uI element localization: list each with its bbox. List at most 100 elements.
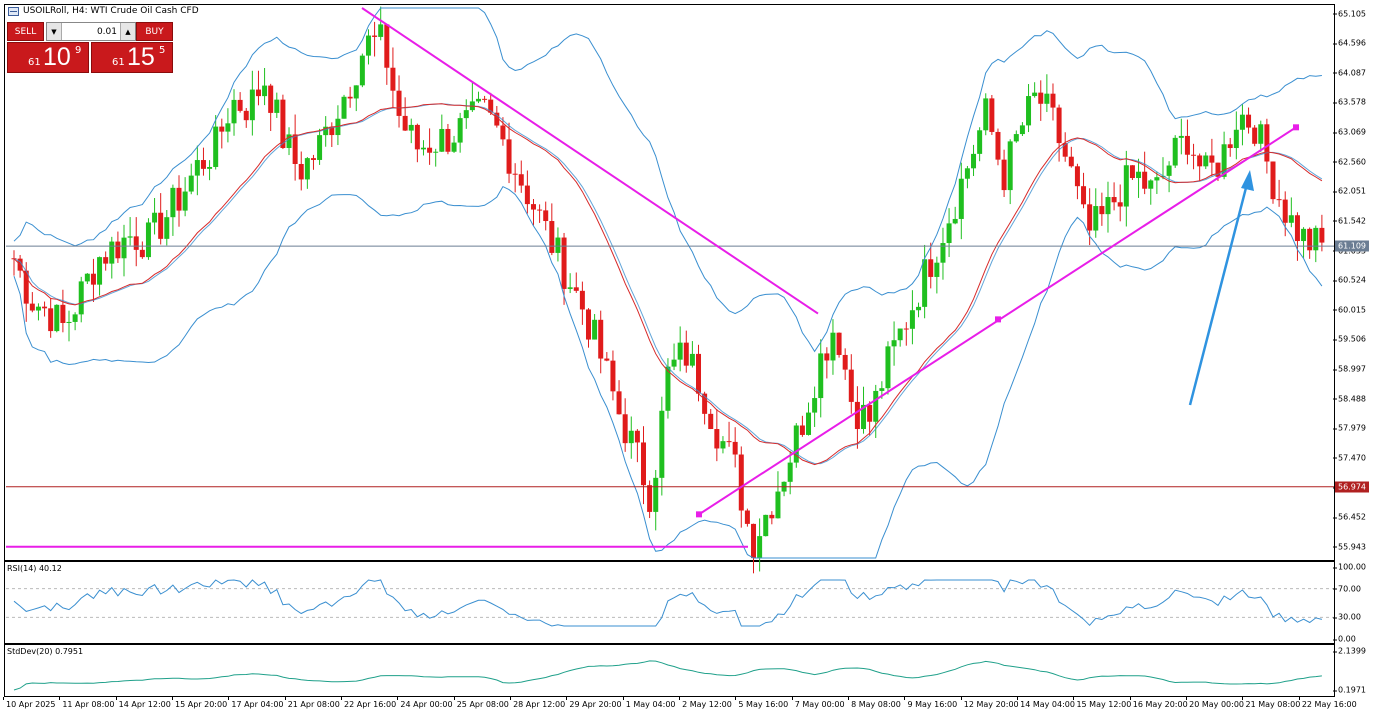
rsi-pane[interactable] <box>4 561 1335 644</box>
candle-body <box>176 187 182 211</box>
price-tick-label: 64.087 <box>1333 68 1366 78</box>
candle-body <box>567 287 573 289</box>
candle-body <box>518 174 524 186</box>
candle-body <box>1032 92 1038 97</box>
candle-body <box>90 273 96 285</box>
candle-body <box>1239 114 1245 130</box>
price-tick-label: 58.488 <box>1333 394 1366 404</box>
candle-body <box>573 287 579 291</box>
chart-window-icon <box>8 6 19 16</box>
candle-body <box>133 236 139 250</box>
candle-body <box>506 139 512 174</box>
candle-body <box>255 89 261 97</box>
candle-body <box>1313 227 1319 251</box>
candle-body <box>952 218 958 224</box>
candle-body <box>286 134 292 148</box>
candle-body <box>1301 228 1307 242</box>
time-tick-label: 8 May 08:00 <box>848 697 901 709</box>
sell-price-prefix: 61 <box>28 57 41 68</box>
candle-body <box>500 125 506 140</box>
candle-body <box>341 96 347 119</box>
price-pane[interactable] <box>4 4 1335 561</box>
moving-average-line <box>13 103 1323 466</box>
time-tick-label: 7 May 00:00 <box>791 697 845 709</box>
candle-body <box>475 98 481 102</box>
candle-body <box>494 112 500 126</box>
candle-body <box>592 319 598 340</box>
sell-price-big: 10 <box>43 43 71 71</box>
lot-dropdown-icon[interactable]: ▼ <box>47 23 62 40</box>
time-tick-label: 5 May 16:00 <box>735 697 789 709</box>
candle-body <box>934 262 940 277</box>
buy-button[interactable]: BUY <box>136 22 173 41</box>
buy-price-box[interactable]: 61 15 5 <box>91 42 173 73</box>
candle-body <box>854 401 860 430</box>
candle-body <box>964 168 970 179</box>
candle-body <box>1044 93 1050 104</box>
candle-body <box>738 454 744 511</box>
candle-body <box>408 124 414 131</box>
candle-body <box>628 430 634 444</box>
candle-body <box>310 158 316 160</box>
candle-body <box>543 210 549 222</box>
candle-body <box>1178 135 1184 138</box>
sell-price-sup: 9 <box>75 45 82 56</box>
lot-size-value[interactable]: 0.01 <box>96 26 117 37</box>
buy-price-sup: 5 <box>159 45 166 56</box>
candle-body <box>60 304 66 323</box>
candle-body <box>720 441 726 449</box>
candle-body <box>806 412 812 435</box>
rsi-line <box>13 579 1323 627</box>
candle-body <box>867 404 873 422</box>
candle-body <box>530 204 536 210</box>
candle-body <box>213 126 219 167</box>
time-tick-label: 14 Apr 12:00 <box>115 697 171 709</box>
level-price-tag: 56.974 <box>1335 481 1369 493</box>
candle-body <box>622 414 628 444</box>
candle-body <box>390 67 396 91</box>
stddev-pane[interactable] <box>4 644 1335 697</box>
stddev-label: StdDev(20) 0.7951 <box>7 647 84 656</box>
candle-body <box>885 346 891 389</box>
price-scale[interactable]: 65.105 64.596 64.087 63.578 63.069 62.560 62.0… <box>1333 4 1378 561</box>
stddev-scale[interactable]: 2.1399 0.1971 <box>1333 644 1378 697</box>
trendline-anchor-point <box>1293 124 1299 131</box>
candle-body <box>714 429 720 449</box>
candle-body <box>1227 144 1233 149</box>
candle-body <box>659 410 665 478</box>
lot-increase-icon[interactable]: ▲ <box>120 23 135 40</box>
lot-size-field[interactable]: ▼ 0.01 ▲ <box>46 22 136 41</box>
candle-body <box>298 163 304 180</box>
sell-price-box[interactable]: 61 10 9 <box>7 42 89 73</box>
candle-body <box>842 354 848 370</box>
price-tick-label: 57.979 <box>1333 423 1366 433</box>
candle-body <box>182 191 188 211</box>
bollinger-lower-band <box>13 185 1323 559</box>
candle-body <box>916 306 922 311</box>
candle-body <box>35 306 41 311</box>
rsi-scale[interactable]: 100.00 70.00 30.00 0.00 <box>1333 561 1378 644</box>
candle-body <box>1246 114 1252 128</box>
candle-body <box>995 131 1001 160</box>
sell-button[interactable]: SELL <box>7 22 44 41</box>
time-axis[interactable]: 10 Apr 2025 11 Apr 08:00 14 Apr 12:00 15 Ap… <box>2 697 1357 715</box>
candle-body <box>1050 93 1056 108</box>
price-tick-label: 56.452 <box>1333 512 1366 522</box>
candle-body <box>1282 199 1288 223</box>
price-tick-label: 58.997 <box>1333 364 1366 374</box>
candle-body <box>861 404 867 430</box>
candle-body <box>1001 159 1007 191</box>
candle-body <box>1074 166 1080 187</box>
candle-body <box>1307 228 1313 251</box>
candle-body <box>249 89 255 121</box>
candle-body <box>225 123 231 132</box>
candle-body <box>317 135 323 160</box>
price-tick-label: 63.069 <box>1333 127 1366 137</box>
price-tick-label: 57.470 <box>1333 453 1366 463</box>
rsi-tick-label: 0.00 <box>1333 634 1356 644</box>
candle-body <box>1221 144 1227 177</box>
current-price-tag: 61.109 <box>1335 240 1369 252</box>
stddev-tick-label: 0.1971 <box>1333 685 1366 695</box>
